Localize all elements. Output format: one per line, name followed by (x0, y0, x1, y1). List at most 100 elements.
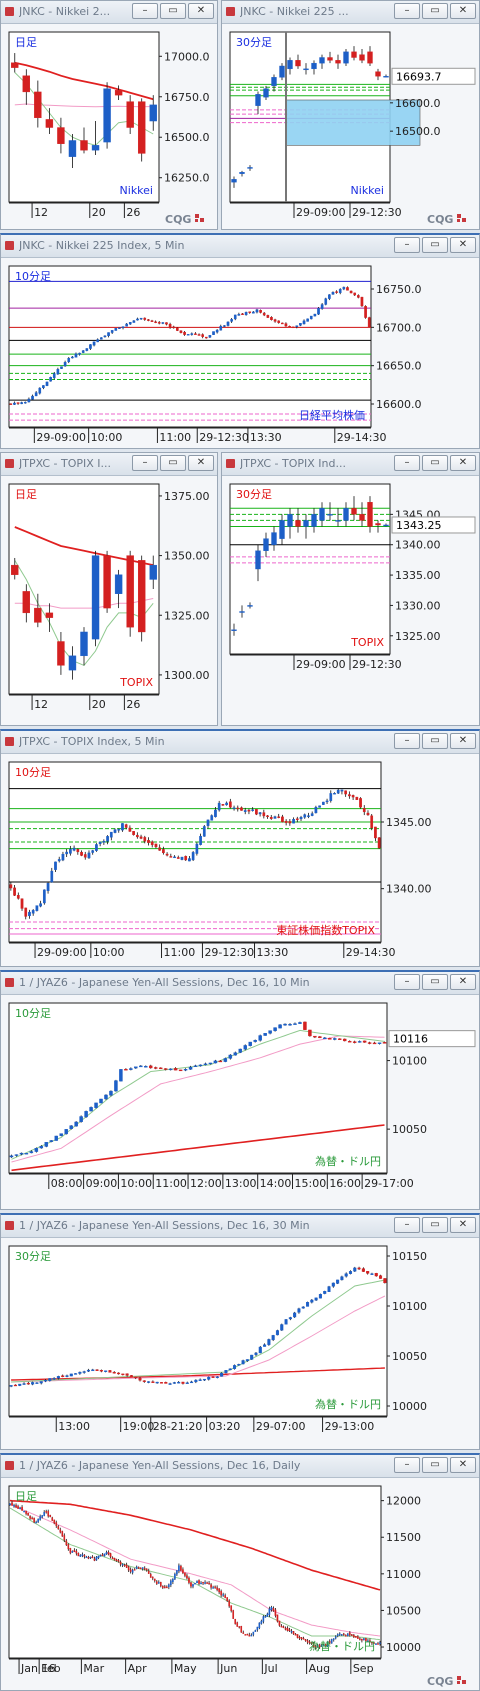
x-tick-label: 29-17:00 (364, 1177, 414, 1190)
title-bar[interactable]: 1 / JYAZ6 - Japanese Yen-All Sessions, D… (1, 1455, 479, 1478)
title-bar[interactable]: JTPXC - TOPIX I... – ▭ ✕ (1, 453, 217, 476)
chart-plot[interactable]: 16750.0 16700.0 16650.0 16600.0 29-09:00 10:0… (1, 258, 479, 449)
candle (138, 1376, 142, 1382)
candle (253, 1039, 257, 1043)
restore-button[interactable]: ▭ (160, 3, 186, 19)
close-button[interactable]: ✕ (450, 733, 476, 749)
candle (182, 1567, 184, 1575)
title-bar[interactable]: JNKC - Nikkei 225 ... – ▭ ✕ (222, 1, 479, 24)
close-button[interactable]: ✕ (188, 3, 214, 19)
chart-window-w3[interactable]: JNKC - Nikkei 225 Index, 5 Min – ▭ ✕ 16750.0… (0, 233, 480, 449)
restore-button[interactable]: ▭ (422, 1457, 448, 1473)
minimize-button[interactable]: – (394, 1457, 420, 1473)
candle (11, 53, 19, 73)
candle (256, 1626, 259, 1632)
candle (91, 849, 95, 855)
chart-window-w5[interactable]: JTPXC - TOPIX Ind... – ▭ ✕ 1345.00 1340.00 133… (221, 452, 480, 726)
title-bar[interactable]: JNKC - Nikkei 225 Index, 5 Min – ▭ ✕ (1, 235, 479, 258)
chart-plot[interactable]: 17000.0 16750.0 16500.0 16250.0 12 20 26 日足 Nikk… (1, 24, 217, 229)
candle (20, 898, 24, 911)
restore-button[interactable]: ▭ (422, 237, 448, 253)
chart-window-w2[interactable]: JNKC - Nikkei 225 ... – ▭ ✕ 16600.0 16500.0 16… (221, 0, 480, 230)
chart-plot[interactable]: 1345.001340.001335.001330.001325.001343.… (222, 476, 479, 725)
plot-area (229, 483, 391, 655)
last-price-box (391, 516, 476, 534)
candle (258, 811, 262, 817)
chart-plot[interactable]: 1375.00 1350.00 1325.00 1300.00 12 20 26 日足 TOPI… (1, 476, 217, 725)
candle (320, 303, 324, 310)
candle (269, 814, 273, 820)
x-tick-label: May (174, 1662, 197, 1675)
candle (208, 335, 212, 339)
minimize-button[interactable]: – (394, 974, 420, 990)
candle (248, 1041, 252, 1047)
title-bar[interactable]: JTPXC - TOPIX Ind... – ▭ ✕ (222, 453, 479, 476)
candle (45, 381, 49, 387)
minimize-button[interactable]: – (132, 455, 158, 471)
candle (374, 826, 377, 842)
candle (247, 602, 253, 609)
x-tick-label: 13:00 (225, 1177, 257, 1190)
chart-plot[interactable]: 10100 10050 10116 08:00 09:00 10:00 11:00 12:00… (1, 995, 479, 1210)
minimize-icon: – (142, 457, 148, 468)
close-button[interactable]: ✕ (450, 237, 476, 253)
candle (69, 1547, 72, 1555)
chart-window-w1[interactable]: JNKC - Nikkei 2... – ▭ ✕ 17000.0 16750.0 16500… (0, 0, 218, 230)
chart-window-w8[interactable]: 1 / JYAZ6 - Japanese Yen-All Sessions, D… (0, 1213, 480, 1450)
close-button[interactable]: ✕ (188, 455, 214, 471)
restore-button[interactable]: ▭ (422, 3, 448, 19)
restore-button[interactable]: ▭ (422, 455, 448, 471)
candle (359, 502, 365, 527)
minimize-button[interactable]: – (132, 3, 158, 19)
candle (277, 813, 281, 819)
chart-plot[interactable]: 1345.00 1340.00 29-09:00 10:00 11:00 29-12:30… (1, 754, 479, 967)
title-bar[interactable]: JTPXC - TOPIX Index, 5 Min – ▭ ✕ (1, 731, 479, 754)
candle (24, 1153, 29, 1155)
chart-window-w6[interactable]: JTPXC - TOPIX Index, 5 Min – ▭ ✕ 1345.00 1340… (0, 729, 480, 967)
candle (263, 532, 269, 557)
candle (233, 314, 237, 321)
chart-window-w9[interactable]: 1 / JYAZ6 - Japanese Yen-All Sessions, D… (0, 1453, 480, 1691)
candle (262, 311, 266, 317)
candle (383, 74, 389, 78)
chart-window-w7[interactable]: 1 / JYAZ6 - Japanese Yen-All Sessions, D… (0, 970, 480, 1210)
minimize-button[interactable]: – (394, 733, 420, 749)
title-bar[interactable]: 1 / JYAZ6 - Japanese Yen-All Sessions, D… (1, 1215, 479, 1238)
candle (173, 1067, 178, 1071)
title-bar[interactable]: 1 / JYAZ6 - Japanese Yen-All Sessions, D… (1, 972, 479, 995)
x-tick-label: 29-12:30 (199, 431, 249, 444)
candle (311, 508, 317, 533)
candle (22, 584, 31, 623)
candle (237, 1363, 241, 1366)
close-button[interactable]: ✕ (450, 1217, 476, 1233)
restore-button[interactable]: ▭ (422, 733, 448, 749)
candle (168, 1382, 172, 1385)
close-button[interactable]: ✕ (450, 974, 476, 990)
candle (260, 1619, 263, 1625)
candle (245, 1359, 249, 1362)
minimize-button[interactable]: – (394, 1217, 420, 1233)
restore-button[interactable]: ▭ (160, 455, 186, 471)
x-tick-label: Feb (41, 1662, 60, 1675)
candle (342, 286, 346, 291)
app-icon (5, 737, 14, 746)
restore-button[interactable]: ▭ (422, 974, 448, 990)
close-button[interactable]: ✕ (450, 455, 476, 471)
restore-button[interactable]: ▭ (422, 1217, 448, 1233)
minimize-button[interactable]: – (394, 3, 420, 19)
candle (21, 1505, 23, 1511)
candle (266, 815, 269, 819)
candle (279, 63, 285, 81)
minimize-button[interactable]: – (394, 455, 420, 471)
candle (185, 1381, 189, 1384)
candle (365, 1637, 367, 1643)
chart-window-w4[interactable]: JTPXC - TOPIX I... – ▭ ✕ 1375.00 1350.00 1325.… (0, 452, 218, 726)
close-button[interactable]: ✕ (450, 3, 476, 19)
candle (103, 335, 107, 338)
minimize-button[interactable]: – (394, 237, 420, 253)
close-button[interactable]: ✕ (450, 1457, 476, 1473)
chart-plot[interactable]: 16600.0 16500.0 16693.7 29-09:00 29-12:30 30分… (222, 24, 479, 229)
title-bar[interactable]: JNKC - Nikkei 2... – ▭ ✕ (1, 1, 217, 24)
